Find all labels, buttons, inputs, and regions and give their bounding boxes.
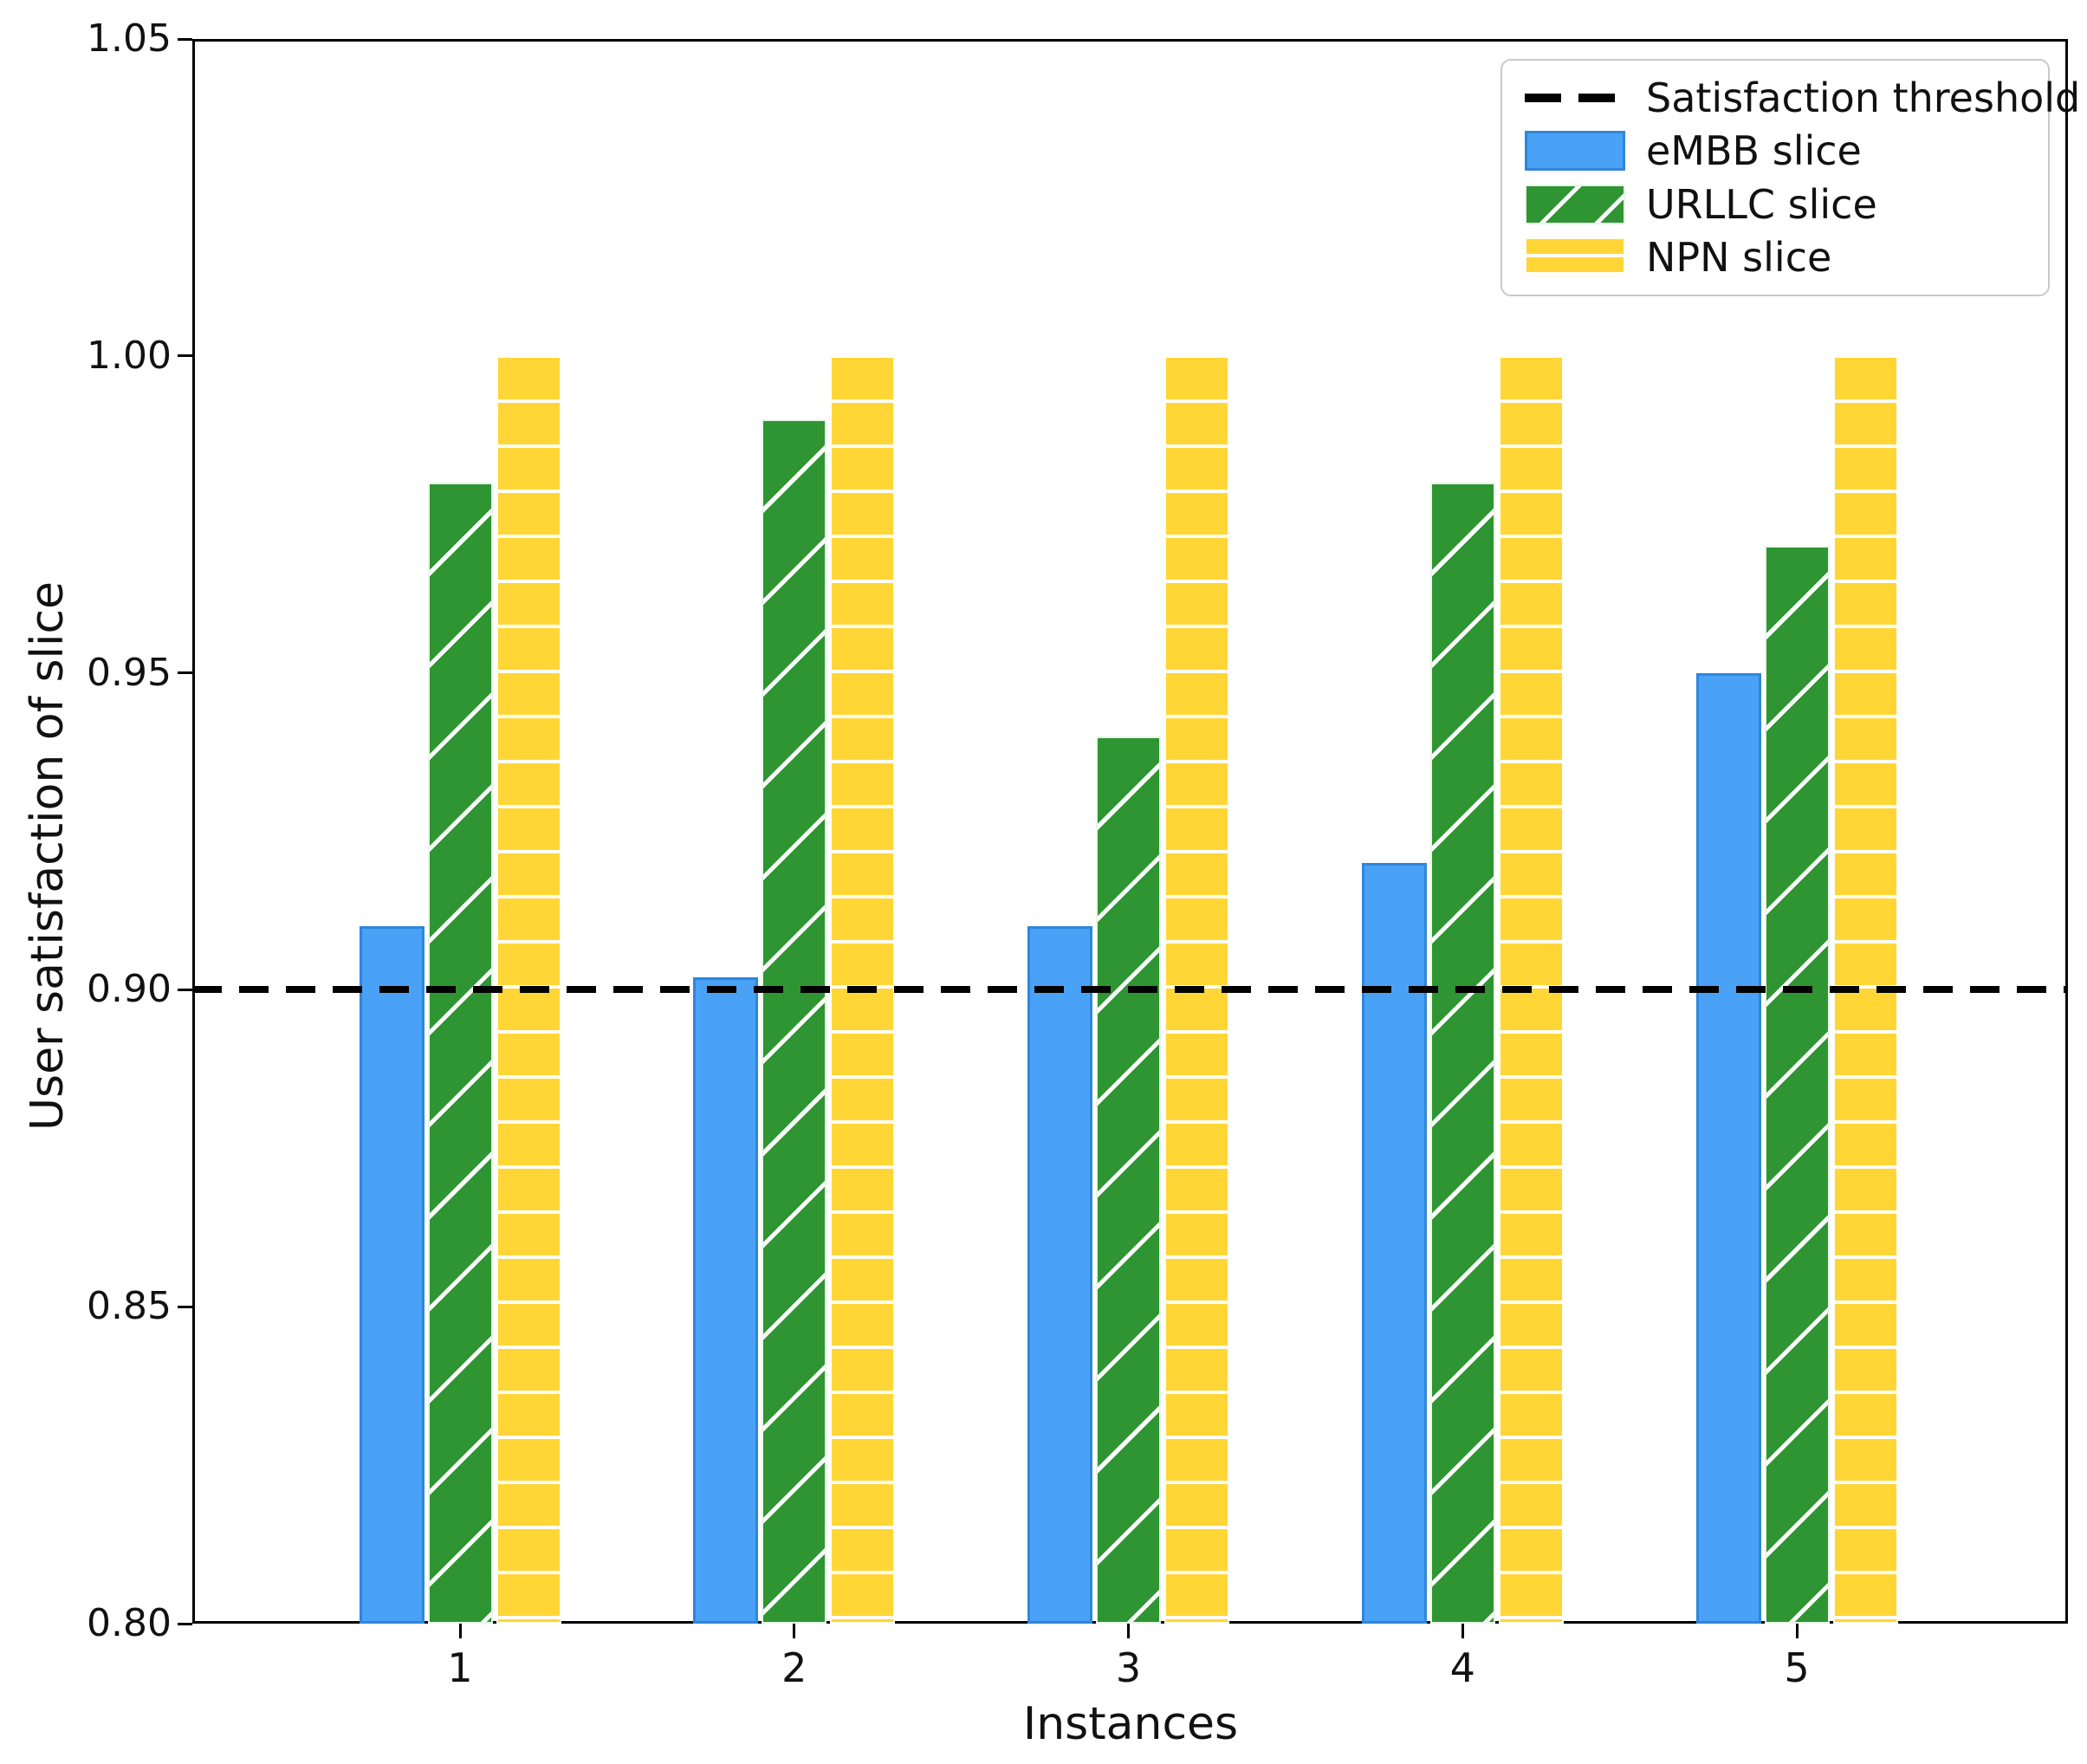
legend-swatch-satisfaction-threshold-dash-icon <box>1525 78 1625 118</box>
bar-urllc-instance-5 <box>1764 546 1830 1624</box>
x-tick-mark-2 <box>793 1624 796 1638</box>
y-axis-label: User satisfaction of slice <box>22 580 74 1132</box>
x-tick-label-4: 4 <box>1449 1644 1475 1691</box>
legend-item-npn-slice: NPN slice <box>1502 236 2048 279</box>
bar-embb-instance-3 <box>1027 926 1092 1624</box>
bar-embb-instance-5 <box>1695 672 1761 1624</box>
threshold-line <box>192 986 2068 994</box>
bar-embb-instance-2 <box>693 976 759 1624</box>
legend-item-embb-slice: eMBB slice <box>1502 129 2048 172</box>
x-tick-label-3: 3 <box>1115 1644 1142 1691</box>
y-tick-mark-0.85 <box>178 1305 192 1308</box>
legend-label-urllc-slice: URLLC slice <box>1646 180 1877 228</box>
legend-box: Satisfaction threshold eMBB slice URLLC sl… <box>1500 59 2080 296</box>
x-tick-label-5: 5 <box>1784 1644 1810 1691</box>
y-tick-mark-1.05 <box>178 37 192 41</box>
bar-urllc-instance-3 <box>1096 736 1161 1624</box>
legend-item-satisfaction-threshold: Satisfaction threshold <box>1502 76 2080 120</box>
bar-urllc-instance-4 <box>1429 483 1495 1624</box>
y-tick-mark-1.00 <box>178 354 192 358</box>
x-tick-mark-3 <box>1127 1624 1130 1638</box>
y-tick-mark-0.90 <box>178 988 192 991</box>
y-tick-label-0.90: 0.90 <box>87 967 172 1012</box>
legend-label-embb-slice: eMBB slice <box>1646 127 1862 175</box>
y-tick-label-0.80: 0.80 <box>87 1601 172 1645</box>
legend-swatch-npn-slice-icon <box>1525 237 1625 278</box>
y-tick-label-1.05: 1.05 <box>87 16 172 61</box>
y-tick-label-1.00: 1.00 <box>87 333 172 378</box>
y-tick-label-0.95: 0.95 <box>87 650 172 695</box>
x-tick-mark-1 <box>458 1624 462 1638</box>
x-tick-label-2: 2 <box>781 1644 807 1691</box>
legend-label-npn-slice: NPN slice <box>1646 234 1832 282</box>
y-tick-label-0.85: 0.85 <box>87 1284 172 1329</box>
bar-embb-instance-4 <box>1361 863 1427 1624</box>
x-axis-label: Instances <box>1022 1698 1239 1750</box>
x-tick-label-1: 1 <box>447 1644 473 1691</box>
y-tick-mark-0.95 <box>178 671 192 675</box>
x-tick-mark-4 <box>1461 1624 1464 1638</box>
bar-embb-instance-1 <box>359 926 425 1624</box>
y-tick-mark-0.80 <box>178 1622 192 1625</box>
bar-urllc-instance-2 <box>762 418 827 1624</box>
bar-urllc-instance-1 <box>427 483 493 1624</box>
legend-swatch-embb-slice-icon <box>1525 131 1625 172</box>
legend-swatch-urllc-slice-icon <box>1525 184 1625 224</box>
legend-item-urllc-slice: URLLC slice <box>1502 183 2048 226</box>
legend-label-satisfaction-threshold: Satisfaction threshold <box>1646 74 2081 121</box>
x-tick-mark-5 <box>1795 1624 1799 1638</box>
